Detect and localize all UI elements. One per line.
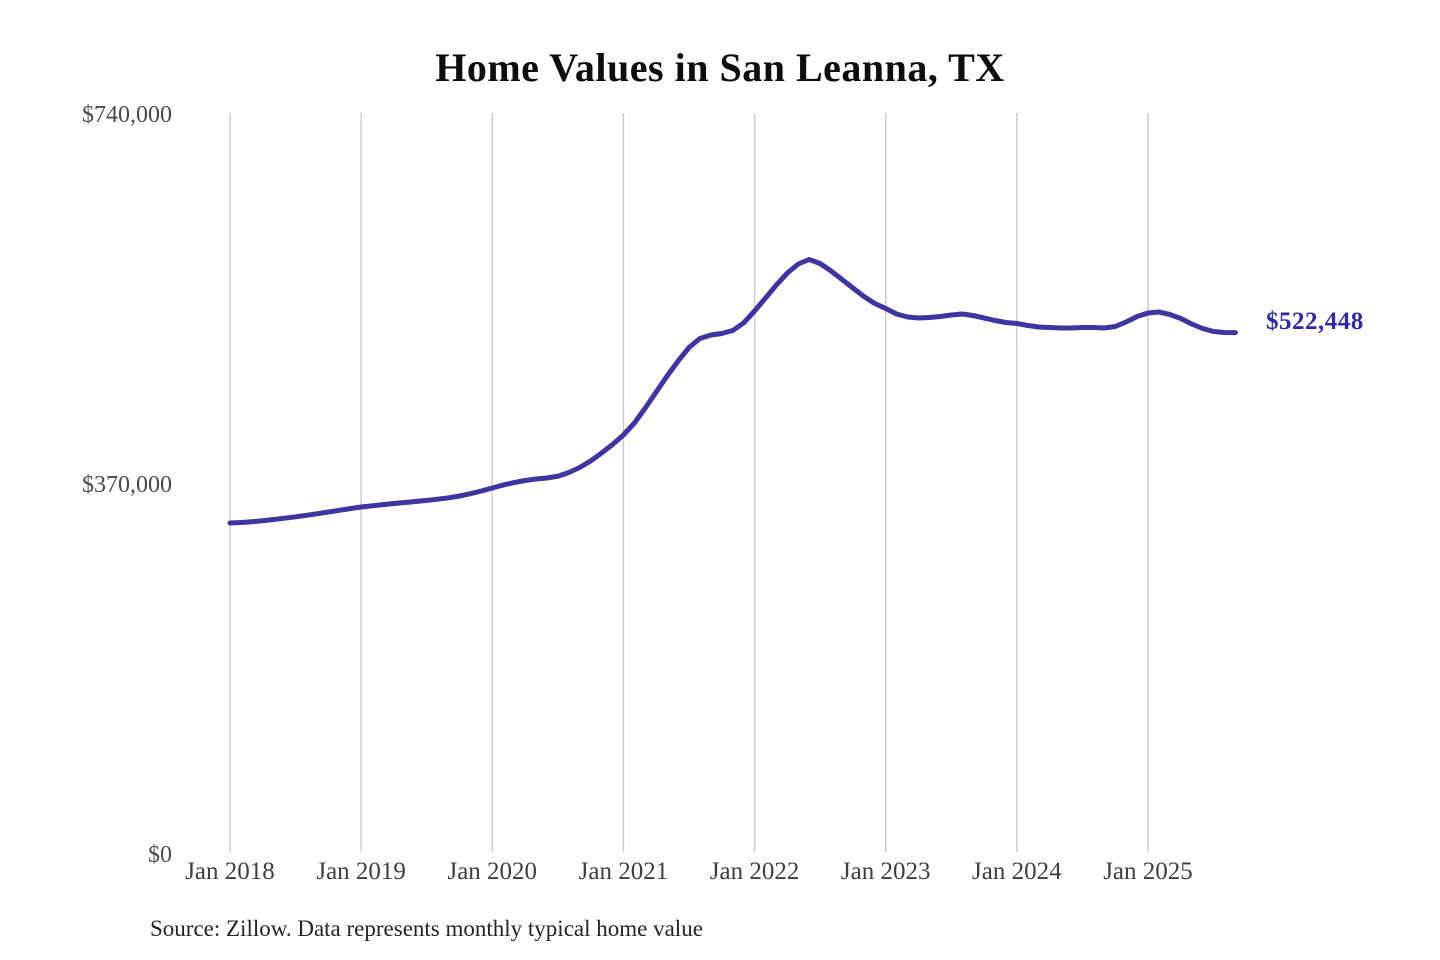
home-value-line <box>227 257 1238 526</box>
y-tick-label: $0 <box>148 842 172 868</box>
x-tick-label: Jan 2019 <box>316 858 406 885</box>
x-tick-label: Jan 2024 <box>972 858 1062 885</box>
x-tick-label: Jan 2018 <box>185 858 275 885</box>
x-tick-label: Jan 2023 <box>840 858 931 885</box>
latest-value-label: $522,448 <box>1266 308 1364 335</box>
x-tick-label: Jan 2021 <box>578 858 669 885</box>
x-tick-label: Jan 2022 <box>709 858 800 885</box>
x-tick-label: Jan 2025 <box>1103 858 1193 885</box>
y-tick-label: $370,000 <box>82 472 172 498</box>
y-tick-label: $740,000 <box>82 102 172 128</box>
source-note: Source: Zillow. Data represents monthly … <box>150 916 703 941</box>
vertical-gridlines <box>229 113 1149 852</box>
chart-title: Home Values in San Leanna, TX <box>435 45 1005 90</box>
x-tick-label: Jan 2020 <box>447 858 538 885</box>
